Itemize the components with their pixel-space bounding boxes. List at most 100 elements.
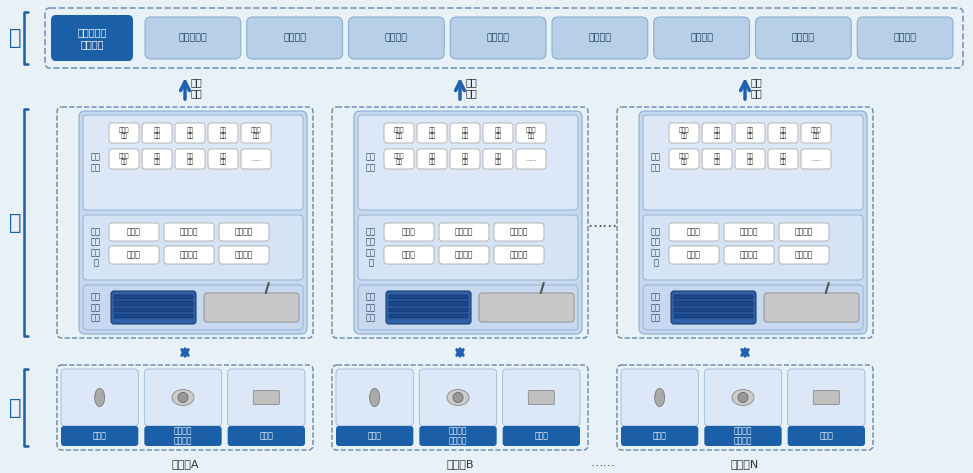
FancyBboxPatch shape <box>384 223 434 241</box>
FancyBboxPatch shape <box>494 246 544 264</box>
Text: 指示灯
识别: 指示灯 识别 <box>811 127 821 139</box>
Text: 仪表
识别: 仪表 识别 <box>461 127 469 139</box>
FancyBboxPatch shape <box>204 293 299 322</box>
Text: 边缘
应用: 边缘 应用 <box>651 153 661 172</box>
FancyBboxPatch shape <box>111 291 196 324</box>
Text: 数据库: 数据库 <box>127 228 141 236</box>
Text: 分合闸
识别: 分合闸 识别 <box>119 153 129 165</box>
FancyBboxPatch shape <box>241 149 271 169</box>
FancyBboxPatch shape <box>241 123 271 143</box>
Text: 边缘
计算
设备: 边缘 计算 设备 <box>366 293 376 323</box>
Text: 传感器: 传感器 <box>653 431 667 440</box>
Text: 水电站B: 水电站B <box>447 459 474 469</box>
Text: 电子
围栏: 电子 围栏 <box>154 153 161 165</box>
FancyBboxPatch shape <box>702 123 732 143</box>
Text: 用户管理: 用户管理 <box>893 34 917 43</box>
FancyBboxPatch shape <box>419 369 496 426</box>
Text: 红外热成
像摄像头: 红外热成 像摄像头 <box>449 427 467 446</box>
FancyBboxPatch shape <box>702 149 732 169</box>
FancyBboxPatch shape <box>735 123 765 143</box>
Text: 水电站A: 水电站A <box>171 459 198 469</box>
FancyBboxPatch shape <box>348 17 445 59</box>
Text: 液位
识别: 液位 识别 <box>494 127 501 139</box>
FancyBboxPatch shape <box>354 111 582 334</box>
Text: 设备接入: 设备接入 <box>510 251 528 260</box>
FancyBboxPatch shape <box>669 149 699 169</box>
Bar <box>674 307 753 312</box>
FancyBboxPatch shape <box>79 111 307 334</box>
FancyBboxPatch shape <box>384 246 434 264</box>
Text: 云边协同: 云边协同 <box>739 251 758 260</box>
FancyBboxPatch shape <box>439 223 489 241</box>
FancyBboxPatch shape <box>419 426 496 446</box>
FancyBboxPatch shape <box>724 246 774 264</box>
Ellipse shape <box>732 389 754 405</box>
FancyBboxPatch shape <box>768 149 798 169</box>
FancyBboxPatch shape <box>643 215 863 280</box>
Bar <box>389 314 468 318</box>
Text: ……: …… <box>590 455 615 468</box>
Text: 安全帽
识别: 安全帽 识别 <box>394 127 404 139</box>
Text: 边缘
计算
中间
件: 边缘 计算 中间 件 <box>366 228 376 268</box>
FancyBboxPatch shape <box>219 246 269 264</box>
FancyBboxPatch shape <box>109 123 139 143</box>
Text: 摄像头: 摄像头 <box>260 431 273 440</box>
FancyBboxPatch shape <box>247 17 342 59</box>
Text: ……: …… <box>811 157 822 161</box>
Text: 边缘
计算
中间
件: 边缘 计算 中间 件 <box>91 228 101 268</box>
Text: 远程
升级: 远程 升级 <box>187 153 194 165</box>
FancyBboxPatch shape <box>643 115 863 210</box>
Text: 液位
识别: 液位 识别 <box>220 127 227 139</box>
Text: 安全帽
识别: 安全帽 识别 <box>679 127 689 139</box>
FancyBboxPatch shape <box>516 149 546 169</box>
FancyBboxPatch shape <box>142 123 172 143</box>
Text: 远程
升级: 远程 升级 <box>461 153 469 165</box>
Text: 仪表
识别: 仪表 识别 <box>187 127 194 139</box>
Text: 红外热成
像摄像头: 红外热成 像摄像头 <box>734 427 752 446</box>
Text: 分合闸
识别: 分合闸 识别 <box>394 153 404 165</box>
Text: 分合闸
识别: 分合闸 识别 <box>679 153 689 165</box>
FancyBboxPatch shape <box>417 123 447 143</box>
Text: 摄像头: 摄像头 <box>534 431 548 440</box>
FancyBboxPatch shape <box>735 149 765 169</box>
FancyBboxPatch shape <box>669 123 699 143</box>
FancyBboxPatch shape <box>671 291 756 324</box>
Text: 安全帽
识别: 安全帽 识别 <box>119 127 129 139</box>
Ellipse shape <box>453 393 463 403</box>
FancyBboxPatch shape <box>109 149 139 169</box>
FancyBboxPatch shape <box>228 426 305 446</box>
FancyBboxPatch shape <box>109 223 159 241</box>
FancyBboxPatch shape <box>813 391 840 404</box>
Text: 数据采集: 数据采集 <box>739 228 758 236</box>
Text: 光纤
内网: 光纤 内网 <box>191 77 202 98</box>
Text: ……: …… <box>525 157 537 161</box>
Text: 工装
识别: 工装 识别 <box>428 127 436 139</box>
FancyBboxPatch shape <box>654 17 749 59</box>
Text: 传感器: 传感器 <box>92 431 107 440</box>
Text: 远程监控: 远程监控 <box>283 34 306 43</box>
Text: 设备
管理: 设备 管理 <box>220 153 227 165</box>
FancyBboxPatch shape <box>483 123 513 143</box>
Text: 指示灯
识别: 指示灯 识别 <box>251 127 261 139</box>
FancyBboxPatch shape <box>61 369 138 426</box>
Text: 消息路由: 消息路由 <box>795 228 813 236</box>
FancyBboxPatch shape <box>219 223 269 241</box>
Bar <box>114 295 193 299</box>
FancyBboxPatch shape <box>61 426 138 446</box>
FancyBboxPatch shape <box>253 391 279 404</box>
Ellipse shape <box>370 388 379 406</box>
FancyBboxPatch shape <box>788 426 865 446</box>
Text: 数据驾驶舱: 数据驾驶舱 <box>178 34 207 43</box>
Bar <box>114 314 193 318</box>
Text: 电子
围栏: 电子 围栏 <box>713 153 720 165</box>
FancyBboxPatch shape <box>704 426 781 446</box>
FancyBboxPatch shape <box>704 369 781 426</box>
Text: 摄像头: 摄像头 <box>819 431 833 440</box>
Text: 设备
管理: 设备 管理 <box>779 153 786 165</box>
FancyBboxPatch shape <box>857 17 953 59</box>
FancyBboxPatch shape <box>144 369 222 426</box>
FancyBboxPatch shape <box>164 223 214 241</box>
FancyBboxPatch shape <box>779 246 829 264</box>
Bar <box>674 314 753 318</box>
FancyBboxPatch shape <box>768 123 798 143</box>
